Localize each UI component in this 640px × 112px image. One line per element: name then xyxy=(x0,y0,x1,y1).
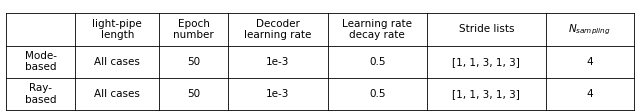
Text: Mode-
based: Mode- based xyxy=(25,51,57,72)
Text: 50: 50 xyxy=(188,89,200,99)
Text: 1e-3: 1e-3 xyxy=(266,57,290,67)
Text: Learning rate
decay rate: Learning rate decay rate xyxy=(342,19,412,40)
Text: Decoder
learning rate: Decoder learning rate xyxy=(244,19,312,40)
Text: 0.5: 0.5 xyxy=(369,57,386,67)
Text: All cases: All cases xyxy=(94,89,140,99)
Text: 4: 4 xyxy=(586,57,593,67)
Text: [1, 1, 3, 1, 3]: [1, 1, 3, 1, 3] xyxy=(452,57,520,67)
Text: 1e-3: 1e-3 xyxy=(266,89,290,99)
Text: All cases: All cases xyxy=(94,57,140,67)
Text: 0.5: 0.5 xyxy=(369,89,386,99)
Text: Epoch
number: Epoch number xyxy=(173,19,214,40)
Text: 50: 50 xyxy=(188,57,200,67)
Text: $N_{sampling}$: $N_{sampling}$ xyxy=(568,22,611,37)
Text: 4: 4 xyxy=(586,89,593,99)
Text: light-pipe
length: light-pipe length xyxy=(92,19,142,40)
Text: Ray-
based: Ray- based xyxy=(25,83,56,104)
Text: [1, 1, 3, 1, 3]: [1, 1, 3, 1, 3] xyxy=(452,89,520,99)
Text: Stride lists: Stride lists xyxy=(459,25,514,34)
